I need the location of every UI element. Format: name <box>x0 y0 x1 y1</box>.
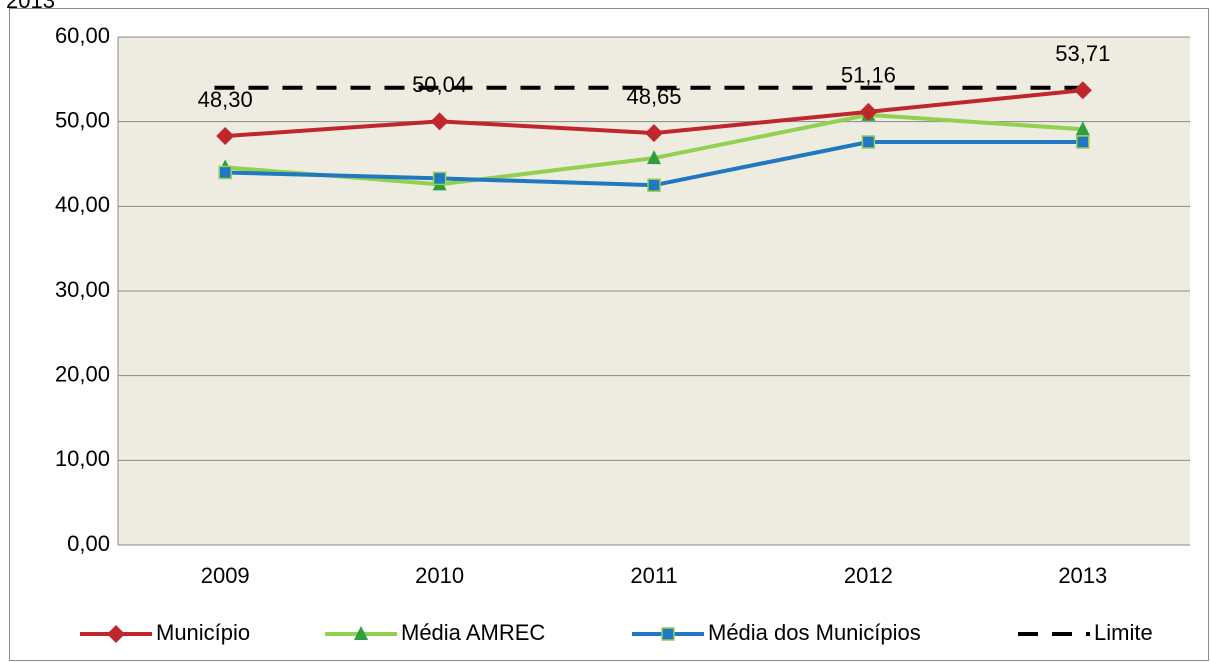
data-label: 48,30 <box>198 87 253 112</box>
x-tick-label: 2013 <box>1058 563 1107 588</box>
chart-title: 2013 <box>6 0 55 13</box>
data-label: 53,71 <box>1055 41 1110 66</box>
marker <box>861 135 876 149</box>
y-tick-label: 60,00 <box>55 23 110 48</box>
legend-marker <box>107 625 125 643</box>
x-tick-label: 2009 <box>201 563 250 588</box>
data-label: 48,65 <box>626 84 681 109</box>
data-label: 50,04 <box>412 72 467 97</box>
data-label: 51,16 <box>841 63 896 88</box>
marker <box>859 102 878 121</box>
marker <box>430 112 449 131</box>
legend-label: Município <box>156 620 250 645</box>
x-tick-label: 2012 <box>844 563 893 588</box>
legend-marker <box>661 627 675 641</box>
marker <box>432 171 447 186</box>
y-tick-label: 50,00 <box>55 107 110 132</box>
legend-marker <box>354 626 368 640</box>
y-tick-label: 30,00 <box>55 277 110 302</box>
legend-label: Média dos Municípios <box>708 620 921 645</box>
x-tick-label: 2011 <box>630 563 677 588</box>
marker <box>216 127 235 146</box>
marker <box>218 165 232 180</box>
y-tick-label: 40,00 <box>55 192 110 217</box>
marker <box>1076 135 1090 149</box>
legend-label: Limite <box>1094 620 1153 645</box>
marker <box>645 124 663 143</box>
y-tick-label: 20,00 <box>55 361 110 386</box>
y-tick-label: 10,00 <box>55 446 110 471</box>
marker <box>1075 121 1090 136</box>
y-tick-label: 0,00 <box>67 531 110 556</box>
marker <box>647 150 661 165</box>
x-tick-label: 2010 <box>415 563 464 588</box>
legend-label: Média AMREC <box>401 620 545 645</box>
marker <box>1073 81 1092 100</box>
marker <box>647 178 661 192</box>
